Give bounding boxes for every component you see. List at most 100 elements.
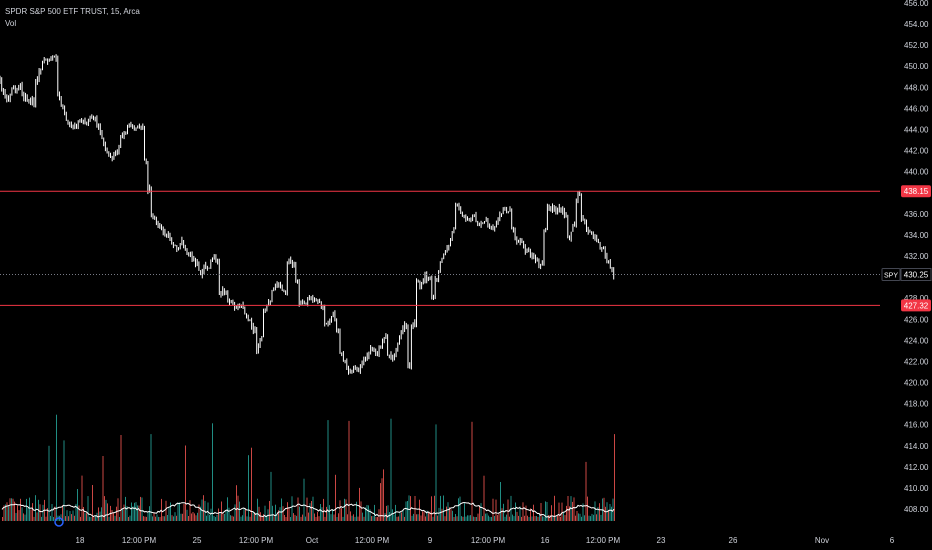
x-tick-label: 16 [541, 536, 550, 545]
volume-bar [68, 516, 69, 521]
volume-bar [605, 506, 606, 521]
volume-bar [536, 516, 537, 521]
volume-bar [290, 517, 291, 521]
volume-bar [326, 506, 327, 521]
volume-bar [221, 501, 222, 521]
last-price-label: 430.25 [904, 271, 929, 280]
y-tick-label: 410.00 [904, 484, 929, 493]
volume-bar [332, 509, 333, 521]
volume-bar [206, 515, 207, 521]
volume-bar [132, 506, 134, 521]
volume-bar [120, 435, 122, 521]
volume-bar [228, 507, 230, 521]
symbol-badge [881, 268, 901, 281]
volume-bar [522, 502, 524, 521]
volume-bar [158, 516, 159, 521]
volume-bar [368, 505, 369, 521]
volume-bar [476, 517, 477, 521]
x-tick-label: 23 [657, 536, 666, 545]
level-price-label: 427.32 [904, 301, 929, 310]
volume-bar [486, 513, 488, 521]
volume-bar [167, 515, 168, 521]
volume-bar [416, 514, 417, 521]
symbol-title[interactable]: SPDR S&P 500 ETF TRUST, 15, Arca [5, 7, 140, 16]
volume-bar [431, 496, 432, 521]
volume-bar [353, 514, 354, 521]
x-tick-label: 12:00 PM [586, 536, 621, 545]
volume-bar [257, 498, 258, 521]
x-tick-label: Oct [306, 536, 319, 545]
volume-bar [84, 513, 86, 521]
y-tick-label: 426.00 [904, 315, 929, 324]
x-tick-label: 9 [428, 536, 433, 545]
volume-bar [116, 506, 117, 521]
volume-bar [348, 420, 350, 521]
volume-bar [180, 513, 182, 521]
volume-bar [318, 516, 320, 521]
volume-bar [462, 516, 464, 521]
volume-bar [611, 506, 612, 521]
volume-bar [225, 510, 227, 521]
volume-bar [245, 508, 246, 521]
volume-label[interactable]: Vol [5, 19, 17, 28]
volume-bar [435, 424, 437, 521]
volume-bar [429, 511, 431, 521]
volume-bar [189, 500, 191, 521]
volume-bar [128, 517, 129, 521]
volume-bar [92, 485, 93, 521]
volume-bar [578, 513, 579, 521]
volume-bar [299, 506, 300, 521]
dividend-marker-icon[interactable] [54, 517, 64, 527]
volume-bar [405, 501, 407, 521]
volume-bar [111, 510, 113, 521]
volume-bar [53, 517, 54, 521]
volume-bar [311, 501, 312, 521]
volume-bar [510, 495, 512, 521]
volume-bar [450, 509, 452, 521]
volume-bar [149, 506, 150, 521]
volume-bar [402, 510, 404, 521]
volume-bar [534, 516, 536, 521]
volume-bar [269, 501, 270, 521]
y-tick-label: 446.00 [904, 104, 929, 113]
volume-bar [324, 516, 326, 521]
y-tick-label: 424.00 [904, 336, 929, 345]
volume-bar [83, 507, 84, 521]
volume-bar [411, 515, 413, 521]
volume-bar [393, 514, 395, 521]
volume-bar [266, 516, 267, 521]
volume-bar [377, 517, 378, 521]
x-tick-label: 25 [193, 536, 202, 545]
volume-bar [389, 512, 390, 521]
volume-bar [489, 517, 491, 521]
volume-bar [134, 502, 135, 521]
volume-bar [213, 516, 215, 521]
volume-bar [581, 516, 582, 521]
volume-bar [230, 515, 231, 521]
volume-bar [531, 516, 533, 521]
volume-bar [261, 516, 263, 521]
volume-bar [152, 516, 153, 521]
volume-bar [188, 516, 189, 521]
volume-bar [527, 515, 528, 521]
y-tick-label: 444.00 [904, 126, 929, 135]
volume-bar [162, 516, 164, 521]
volume-bar [594, 501, 596, 521]
volume-bar [194, 513, 195, 521]
volume-bar [554, 495, 555, 521]
volume-bar [396, 516, 398, 521]
volume-bar [426, 510, 428, 521]
volume-bar [345, 499, 347, 521]
volume-bar [516, 511, 518, 521]
volume-bar [135, 502, 137, 521]
volume-bar [344, 498, 345, 521]
volume-bar [422, 511, 423, 521]
volume-bar [251, 447, 252, 521]
volume-bar [197, 512, 198, 521]
volume-bar [30, 509, 32, 521]
volume-bar [603, 497, 605, 521]
volume-bar [552, 516, 554, 521]
volume-bar [524, 515, 525, 521]
volume-bar [11, 498, 12, 521]
